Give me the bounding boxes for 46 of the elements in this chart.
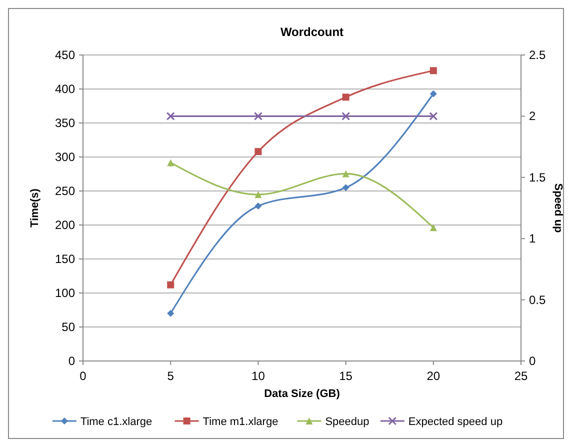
y-axis-title: Time(s) xyxy=(29,188,41,228)
y-tick-label: 200 xyxy=(54,218,76,232)
x-tick-label: 15 xyxy=(339,369,353,383)
y2-tick-label: 0 xyxy=(529,354,536,368)
legend-label: Time c1.xlarge xyxy=(80,416,152,428)
y-tick-label: 0 xyxy=(68,354,76,368)
point xyxy=(254,191,262,198)
y-tick-label: 350 xyxy=(54,116,76,130)
point xyxy=(342,170,350,178)
y-tick-label: 50 xyxy=(62,320,76,334)
y-tick-label: 250 xyxy=(54,184,76,198)
point xyxy=(342,112,350,120)
point xyxy=(254,148,262,156)
legend-label: Speedup xyxy=(325,416,370,428)
y2-tick-label: 1.5 xyxy=(529,170,546,184)
legend-label: Expected speed up xyxy=(408,416,503,428)
y-tick-label: 100 xyxy=(54,286,76,300)
x-axis-title: Data Size (GB) xyxy=(264,388,340,400)
point xyxy=(430,67,437,74)
x-tick-label: 5 xyxy=(167,369,174,383)
y2-tick-label: 0.5 xyxy=(529,292,546,307)
point xyxy=(167,281,174,288)
y2-axis-title: Speed up xyxy=(552,183,564,234)
point xyxy=(342,184,350,192)
point xyxy=(429,112,438,120)
x-tick-label: 10 xyxy=(252,369,266,383)
y-tick-label: 450 xyxy=(54,48,76,62)
point xyxy=(254,112,262,120)
point xyxy=(342,94,350,101)
y2-tick-label: 1 xyxy=(529,232,536,246)
x-tick-label: 0 xyxy=(80,369,87,383)
y2-tick-label: 2.5 xyxy=(529,48,546,62)
y-tick-label: 150 xyxy=(54,252,76,266)
point xyxy=(166,112,175,120)
x-tick-label: 25 xyxy=(514,369,528,383)
legend-label: Time m1.xlarge xyxy=(202,416,278,428)
y-tick-label: 400 xyxy=(54,82,76,96)
chart-title: Wordcount xyxy=(280,25,344,39)
point xyxy=(430,90,437,98)
point xyxy=(167,159,174,166)
point xyxy=(167,310,174,317)
point xyxy=(430,224,437,232)
y-tick-label: 300 xyxy=(54,150,76,164)
point xyxy=(254,202,262,210)
y2-tick-label: 2 xyxy=(529,109,536,124)
x-tick-label: 20 xyxy=(426,369,440,383)
